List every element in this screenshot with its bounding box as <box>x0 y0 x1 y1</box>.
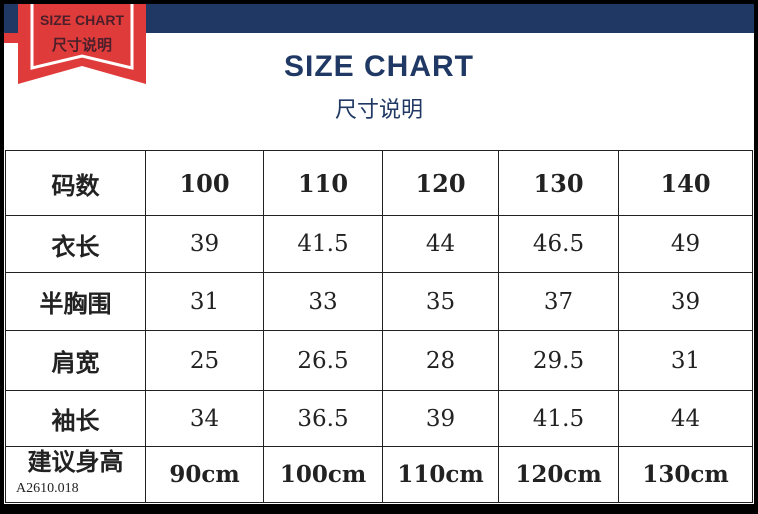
table-cell: 39 <box>145 215 264 273</box>
table-cell: 130cm <box>618 446 753 503</box>
table-cell: 31 <box>145 272 264 331</box>
table-cell: 31 <box>618 330 753 391</box>
table-cell: 28 <box>382 330 499 391</box>
size-chart-page: SIZE CHART 尺寸说明 SIZE CHART 尺寸说明 码数 100 1… <box>4 4 754 504</box>
ribbon-subtitle: 尺寸说明 <box>51 36 112 54</box>
table-cell: 44 <box>382 215 499 273</box>
row-label: 肩宽 <box>5 330 146 391</box>
table-header-row: 码数 100 110 120 130 140 <box>5 150 753 216</box>
header-cell: 100 <box>145 150 264 216</box>
table-cell: 36.5 <box>263 390 383 447</box>
table-cell: 33 <box>263 272 383 331</box>
table-cell: 35 <box>382 272 499 331</box>
table-cell: 120cm <box>498 446 619 503</box>
product-code: A2610.018 <box>14 481 85 497</box>
header-cell: 110 <box>263 150 383 216</box>
table-cell: 90cm <box>145 446 264 503</box>
header-cell: 120 <box>382 150 499 216</box>
table-row: 半胸围 31 33 35 37 39 <box>5 272 753 331</box>
table-row: 衣长 39 41.5 44 46.5 49 <box>5 215 753 273</box>
row-label: 衣长 <box>5 215 146 273</box>
page-title: SIZE CHART <box>284 50 474 83</box>
table-row: 建议身高 90cm 100cm 110cm 120cm 130cm <box>5 446 753 503</box>
table-row: 肩宽 25 26.5 28 29.5 31 <box>5 330 753 391</box>
size-chart-ribbon: SIZE CHART 尺寸说明 <box>18 4 146 84</box>
row-label: 半胸围 <box>5 272 146 331</box>
ribbon-title: SIZE CHART <box>40 12 124 28</box>
header-cell: 码数 <box>5 150 146 216</box>
table-cell: 44 <box>618 390 753 447</box>
table-cell: 26.5 <box>263 330 383 391</box>
header-cell: 140 <box>618 150 753 216</box>
table-cell: 25 <box>145 330 264 391</box>
table-cell: 41.5 <box>263 215 383 273</box>
table-cell: 100cm <box>263 446 383 503</box>
table-cell: 46.5 <box>498 215 619 273</box>
table-cell: 29.5 <box>498 330 619 391</box>
table-cell: 110cm <box>382 446 499 503</box>
header-cell: 130 <box>498 150 619 216</box>
table-row: 袖长 34 36.5 39 41.5 44 <box>5 390 753 447</box>
row-label: 袖长 <box>5 390 146 447</box>
table-cell: 39 <box>618 272 753 331</box>
table-cell: 37 <box>498 272 619 331</box>
size-table: 码数 100 110 120 130 140 衣长 39 41.5 44 46.… <box>5 150 753 503</box>
table-cell: 49 <box>618 215 753 273</box>
table-cell: 41.5 <box>498 390 619 447</box>
table-cell: 34 <box>145 390 264 447</box>
page-subtitle: 尺寸说明 <box>334 98 423 123</box>
table-cell: 39 <box>382 390 499 447</box>
